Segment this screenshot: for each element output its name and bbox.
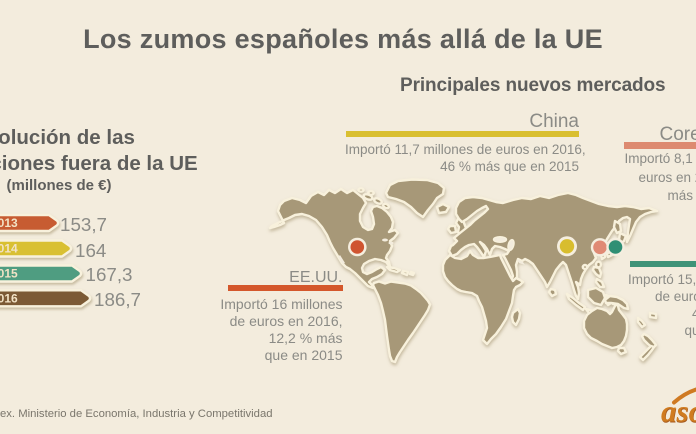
svg-text:asoz: asoz [662,395,696,430]
svg-text:2015: 2015 [0,266,18,280]
svg-text:2014: 2014 [0,241,18,255]
svg-text:2013: 2013 [0,216,18,230]
svg-text:asoz: asoz [661,394,696,429]
svg-text:2016: 2016 [0,291,18,305]
